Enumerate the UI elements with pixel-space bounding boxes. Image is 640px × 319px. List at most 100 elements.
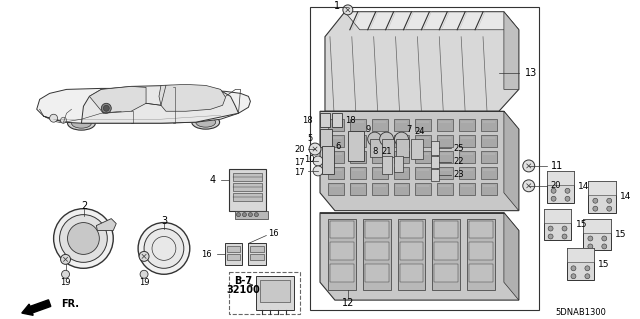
Text: 6: 6 — [335, 142, 341, 151]
Bar — [330, 264, 354, 282]
Circle shape — [144, 228, 184, 268]
Bar — [320, 129, 332, 147]
Bar — [415, 119, 431, 131]
Bar — [328, 167, 344, 179]
Circle shape — [101, 103, 111, 113]
Bar — [399, 242, 424, 260]
Bar — [459, 119, 475, 131]
Bar — [459, 167, 475, 179]
Text: 1: 1 — [333, 1, 340, 11]
Bar — [399, 221, 424, 239]
Text: 21: 21 — [381, 146, 392, 156]
Text: 3: 3 — [161, 216, 167, 226]
Circle shape — [565, 188, 570, 193]
Bar — [435, 221, 458, 239]
Text: 2: 2 — [81, 201, 88, 211]
Circle shape — [254, 213, 259, 217]
Bar — [469, 264, 493, 282]
Circle shape — [585, 266, 590, 271]
Bar — [365, 221, 388, 239]
Bar — [543, 209, 572, 223]
Bar — [250, 247, 264, 252]
Bar — [481, 183, 497, 195]
Bar — [328, 183, 344, 195]
Bar — [322, 146, 334, 174]
Text: 19: 19 — [60, 278, 71, 287]
Bar — [394, 135, 410, 147]
Bar — [394, 183, 410, 195]
Circle shape — [593, 206, 598, 211]
Bar — [547, 171, 575, 203]
Text: 4: 4 — [209, 175, 216, 185]
Bar — [350, 167, 365, 179]
Circle shape — [343, 5, 353, 15]
Ellipse shape — [192, 115, 220, 129]
Text: 7: 7 — [407, 125, 412, 134]
Bar — [584, 219, 611, 233]
Circle shape — [313, 156, 323, 166]
Circle shape — [607, 198, 612, 203]
Circle shape — [593, 198, 598, 203]
Bar — [397, 219, 426, 290]
Circle shape — [523, 180, 534, 192]
Bar — [459, 151, 475, 163]
Bar — [584, 219, 611, 250]
Bar — [328, 151, 344, 163]
Circle shape — [243, 213, 246, 217]
Bar — [232, 173, 262, 181]
Bar — [415, 151, 431, 163]
Bar — [328, 135, 344, 147]
Text: 5DNAB1300: 5DNAB1300 — [556, 308, 606, 316]
Circle shape — [368, 132, 381, 146]
Bar — [394, 119, 410, 131]
Text: 5: 5 — [308, 134, 313, 143]
Bar — [481, 119, 497, 131]
FancyArrow shape — [22, 300, 51, 315]
Bar — [566, 249, 595, 262]
Bar — [459, 183, 475, 195]
Text: 17: 17 — [294, 159, 305, 167]
Bar — [257, 276, 294, 310]
Bar — [372, 167, 388, 179]
Circle shape — [103, 105, 109, 111]
Text: 11: 11 — [550, 161, 563, 171]
Circle shape — [548, 226, 553, 231]
Bar — [437, 151, 453, 163]
Bar — [330, 242, 354, 260]
Polygon shape — [159, 85, 225, 111]
Text: 18: 18 — [345, 116, 355, 125]
Bar — [260, 280, 290, 302]
Bar — [227, 254, 241, 260]
Bar — [435, 242, 458, 260]
Bar — [365, 242, 388, 260]
Bar — [332, 113, 342, 127]
Polygon shape — [325, 12, 519, 111]
Bar — [412, 139, 424, 159]
Text: 24: 24 — [414, 127, 425, 136]
Text: 23: 23 — [453, 170, 464, 179]
Text: 15: 15 — [615, 230, 627, 239]
Polygon shape — [504, 111, 519, 211]
Bar — [394, 167, 410, 179]
Bar — [350, 183, 365, 195]
Bar — [566, 249, 595, 280]
Bar — [543, 209, 572, 241]
Bar — [250, 254, 264, 260]
Bar — [431, 156, 439, 168]
Polygon shape — [97, 219, 116, 231]
Bar — [350, 119, 365, 131]
Bar — [481, 135, 497, 147]
Bar — [415, 183, 431, 195]
Bar — [227, 247, 241, 252]
Bar — [469, 242, 493, 260]
Circle shape — [585, 274, 590, 279]
Polygon shape — [320, 111, 519, 211]
Bar — [328, 119, 344, 131]
Circle shape — [588, 244, 593, 249]
Bar — [396, 139, 410, 157]
Circle shape — [61, 117, 67, 123]
Bar — [469, 221, 493, 239]
Text: 20: 20 — [294, 145, 305, 153]
Circle shape — [548, 234, 553, 239]
Circle shape — [565, 196, 570, 201]
